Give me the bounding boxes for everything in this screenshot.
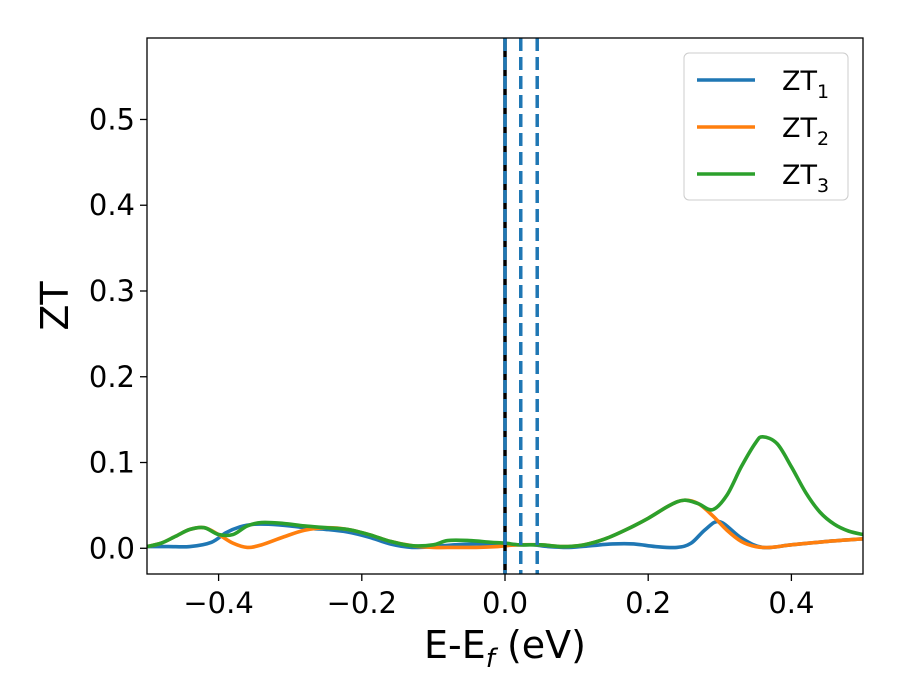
x-axis: −0.4 −0.2 0.0 0.2 0.4 bbox=[183, 574, 814, 620]
legend-label-1: ZT1 bbox=[782, 66, 829, 103]
legend-label-2: ZT2 bbox=[782, 113, 829, 150]
reference-lines bbox=[503, 38, 539, 574]
x-tick-label: 0.2 bbox=[625, 586, 671, 620]
y-axis: 0.0 0.1 0.2 0.3 0.4 0.5 bbox=[89, 102, 147, 565]
y-tick-label: 0.5 bbox=[89, 102, 135, 136]
y-axis-label: ZT bbox=[33, 281, 77, 331]
x-tick-label: 0.0 bbox=[482, 586, 528, 620]
y-tick-label: 0.0 bbox=[89, 531, 135, 565]
x-tick-label: −0.2 bbox=[327, 586, 397, 620]
x-tick-label: −0.4 bbox=[183, 586, 253, 620]
legend: ZT1 ZT2 ZT3 bbox=[683, 52, 849, 201]
x-axis-label: E-Ef (eV) bbox=[424, 623, 586, 674]
legend-box bbox=[683, 52, 849, 201]
y-tick-label: 0.3 bbox=[89, 274, 135, 308]
y-tick-label: 0.4 bbox=[89, 188, 135, 222]
y-tick-label: 0.1 bbox=[89, 446, 135, 480]
x-tick-label: 0.4 bbox=[768, 586, 814, 620]
legend-label-3: ZT3 bbox=[782, 160, 829, 197]
y-tick-label: 0.2 bbox=[89, 360, 135, 394]
series-line-2 bbox=[147, 498, 863, 550]
